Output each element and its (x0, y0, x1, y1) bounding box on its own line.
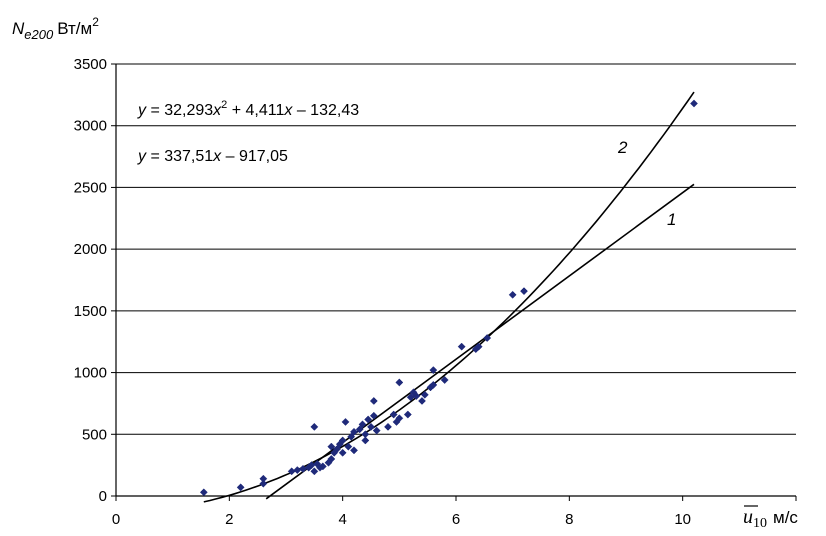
y-tick-label: 3500 (74, 56, 107, 73)
y-tick-label: 500 (82, 426, 107, 443)
trend-line-1 (265, 183, 695, 500)
data-point (350, 427, 358, 436)
x-tick-label: 10 (674, 511, 691, 528)
data-point (333, 445, 341, 454)
data-point (355, 425, 364, 434)
data-point (236, 483, 245, 492)
data-point (310, 467, 319, 476)
data-point (259, 474, 268, 483)
data-point (457, 342, 466, 351)
data-point (483, 334, 492, 342)
data-point (420, 390, 429, 399)
y-tick-label: 3000 (74, 118, 107, 135)
data-point (199, 488, 208, 497)
y-tick-label: 2500 (74, 179, 107, 196)
data-point (429, 366, 438, 375)
equation-linear: y = 337,51x – 917,05 (137, 148, 288, 165)
data-point (350, 446, 358, 455)
data-point (358, 420, 367, 429)
x-tick-label: 0 (112, 511, 120, 528)
gridlines (116, 63, 796, 435)
x-tick-label: 4 (338, 511, 346, 528)
x-tick-label: 2 (225, 511, 233, 528)
data-point (418, 397, 426, 405)
y-tick-label: 2000 (74, 241, 107, 258)
data-point (327, 442, 336, 451)
data-point (347, 432, 356, 441)
data-point (395, 378, 404, 387)
data-point (403, 410, 412, 419)
data-point (474, 342, 483, 351)
data-point (690, 99, 698, 108)
x-tick-label: 6 (452, 511, 460, 528)
data-point (361, 436, 370, 445)
data-point (338, 436, 347, 445)
data-point (395, 414, 404, 423)
trend-line-2 (203, 91, 695, 503)
data-point (344, 442, 353, 451)
data-point (412, 392, 421, 400)
data-point (369, 397, 378, 405)
data-point (440, 376, 449, 384)
data-point (293, 466, 302, 475)
y-tick-label: 1500 (74, 303, 107, 320)
curve-label-1: 1 (667, 210, 676, 229)
axes (111, 63, 797, 501)
data-point (508, 290, 517, 299)
data-point (372, 426, 381, 435)
data-point (384, 422, 392, 431)
y-tick-label: 0 (99, 488, 107, 505)
data-point (520, 287, 528, 296)
data-point (361, 430, 370, 439)
data-point (327, 455, 336, 463)
equation-polynomial: y = 32,293x2 + 4,411x – 132,43 (137, 99, 359, 119)
data-points (199, 99, 698, 497)
data-point (429, 380, 438, 389)
data-point (364, 415, 373, 424)
data-point (367, 422, 375, 431)
data-point (338, 448, 347, 457)
tick-labels: 0 500 1000 1500 2000 2500 3000 3500 0 2 4 6 8 10 (74, 56, 691, 528)
y-tick-label: 1000 (74, 365, 107, 382)
data-point (369, 411, 378, 420)
y-axis-title: Ne200 Вт/м2 (12, 15, 99, 42)
data-point (341, 417, 350, 426)
x-tick-label: 8 (565, 511, 573, 528)
curve-label-2: 2 (617, 138, 628, 157)
data-point (259, 479, 268, 488)
x-axis-title: u10 м/с (743, 505, 798, 531)
data-point (389, 410, 398, 419)
data-point (310, 422, 319, 431)
data-point (318, 462, 327, 471)
